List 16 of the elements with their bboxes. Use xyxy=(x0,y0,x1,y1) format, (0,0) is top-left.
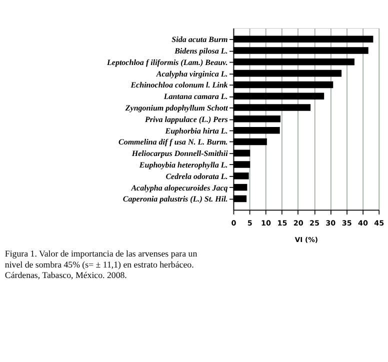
text: Figura 1. Valor de importancia de las arvenses para un nivel de sombra 45% (s= ± 11,1) en estrato herbáceo. Cárdenas, Tabasco, México. 2008. xyxy=(4,248,198,280)
y-tick-label: Commelina dif f usa N. L. Burm. xyxy=(118,138,228,147)
y-tick-label: Heliocarpus Donnell-Smithii xyxy=(130,149,229,158)
y-tick-label: Bidens pilosa L. xyxy=(174,46,228,56)
y-tick-label: Leptochloa f iliformis (Lam.) Beauv. xyxy=(106,58,228,67)
y-tick-label: Lantana camara L. xyxy=(162,92,228,102)
y-tick-label: Cedrela odorata L. xyxy=(166,172,228,181)
y-tick-label: Acalypha alopecuroides Jacq xyxy=(130,183,228,192)
y-tick-label: Zyngonium pdophyllum Schott xyxy=(124,103,229,112)
y-tick-label: Echinochloa colonum l. Link xyxy=(130,80,228,90)
y-tick-label: Priva lappulace (L.) Pers xyxy=(145,114,228,124)
y-tick-label: Acalypha virginica L. xyxy=(155,69,228,78)
y-tick-label: Euphorbia hirta L. xyxy=(164,126,228,136)
y-tick-label: Caperonia palustris (L.) St. Hil. xyxy=(122,194,228,204)
y-tick-label: Euphoybia heterophylla L. xyxy=(138,160,228,170)
y-tick-label: Sida acuta Burm xyxy=(172,35,228,44)
